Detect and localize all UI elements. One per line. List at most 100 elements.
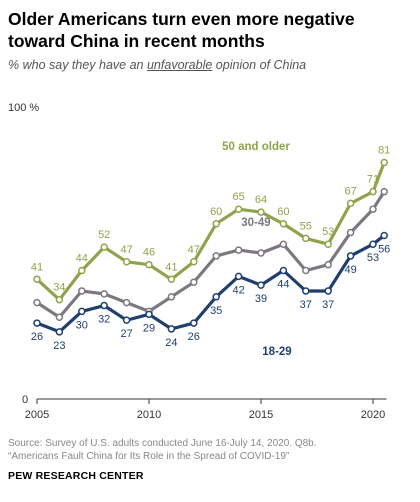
series-point-0 [212,220,220,228]
series-point-0 [167,275,176,284]
data-label: 49 [344,264,356,276]
y-tick-label: 0 [22,394,28,406]
x-tick-label: 2015 [249,409,273,421]
series-name-label: 18-29 [262,346,291,358]
series-point-1 [55,313,64,321]
subtitle-suffix: opinion of China [212,58,307,72]
data-label: 71 [367,174,379,186]
source-line-2: “Americans Fault China for Its Role in t… [8,451,290,462]
series-line-2 [36,234,386,334]
series-point-1 [33,298,41,307]
data-label: 32 [98,314,110,326]
subtitle-prefix: % who say they have an [8,58,147,72]
data-label: 29 [143,322,155,334]
source-line-1: Source: Survey of U.S. adults conducted … [8,438,317,449]
series-point-0 [100,243,108,251]
y-tick-label: 100 % [8,102,39,114]
series-point-0 [145,260,153,269]
series-point-2 [346,252,355,260]
data-label: 24 [165,337,177,349]
x-tick-label: 2020 [361,409,385,421]
data-label: 39 [255,293,267,305]
series-point-1 [167,293,176,301]
series-point-0 [190,258,198,266]
series-point-1 [279,240,288,248]
data-label: 67 [344,185,356,197]
series-point-2 [100,301,108,310]
series-point-0 [346,199,355,208]
data-label: 34 [53,282,65,294]
series-point-0 [78,266,86,275]
series-point-2 [369,240,377,248]
series-point-2 [324,287,332,295]
series-point-1 [380,187,388,196]
data-label: 46 [143,247,155,259]
series-name-label: 30-49 [241,217,270,229]
data-label: 41 [165,261,177,273]
data-label: 35 [210,305,222,317]
series-point-1 [257,249,265,257]
series-point-1 [234,246,243,254]
series-point-2 [122,316,131,324]
publisher-brand: PEW RESEARCH CENTER [8,470,144,482]
line-chart: 100 % 0 2005 2010 2015 2020 41 34 44 52 47 46 41 47 60… [8,102,390,421]
chart-subtitle: % who say they have an unfavorable opini… [8,58,412,72]
data-label: 42 [232,284,244,296]
series-point-2 [33,319,41,327]
series-point-0 [122,258,131,266]
series-point-0 [369,187,377,196]
data-label: 41 [31,261,43,273]
chart-title: Older Americans turn even more negative … [8,9,355,51]
series-point-2 [212,293,220,301]
series-point-0 [279,220,288,228]
series-point-0 [257,208,265,216]
series-point-0 [380,158,388,167]
subtitle-emphasis: unfavorable [146,58,213,72]
data-label: 30 [76,319,88,331]
series-point-1 [302,266,310,275]
data-label: 65 [232,191,244,203]
series-point-2 [257,281,265,289]
data-label: 56 [378,243,390,255]
series-point-1 [122,298,131,307]
series-point-2 [167,325,176,333]
data-label: 47 [120,244,132,256]
data-label: 23 [53,340,65,352]
data-label: 52 [98,229,110,241]
series-point-2 [234,272,243,281]
series-point-2 [302,287,310,295]
series-point-0 [234,205,243,213]
x-tick-label: 2005 [25,409,49,421]
series-point-0 [324,240,332,248]
data-label: 47 [188,244,200,256]
data-label: 44 [76,253,88,265]
series-point-0 [302,234,310,243]
data-label: 27 [120,328,132,340]
series-point-0 [55,295,64,304]
data-label: 60 [210,206,222,218]
data-label: 60 [277,206,289,218]
series-point-1 [190,278,198,286]
series-point-1 [346,228,355,237]
data-label: 37 [300,299,312,311]
series-point-2 [55,328,64,336]
data-label: 26 [188,331,200,343]
data-label: 64 [255,194,267,206]
series-point-2 [190,319,198,327]
data-label: 26 [31,331,43,343]
data-label: 37 [322,299,334,311]
data-label: 81 [378,144,390,156]
series-point-2 [380,231,388,240]
series-point-1 [78,287,86,295]
series-name-label: 50 and older [222,141,290,153]
x-tick-label: 2010 [137,409,161,421]
series-point-1 [369,205,377,213]
series-point-2 [279,266,288,275]
series-point-1 [212,252,220,260]
series-point-1 [100,290,108,298]
data-label: 53 [367,252,379,264]
source-note: Source: Survey of U.S. adults conducted … [8,437,412,463]
data-label: 55 [300,220,312,232]
data-label: 53 [322,226,334,238]
series-point-2 [145,310,153,319]
